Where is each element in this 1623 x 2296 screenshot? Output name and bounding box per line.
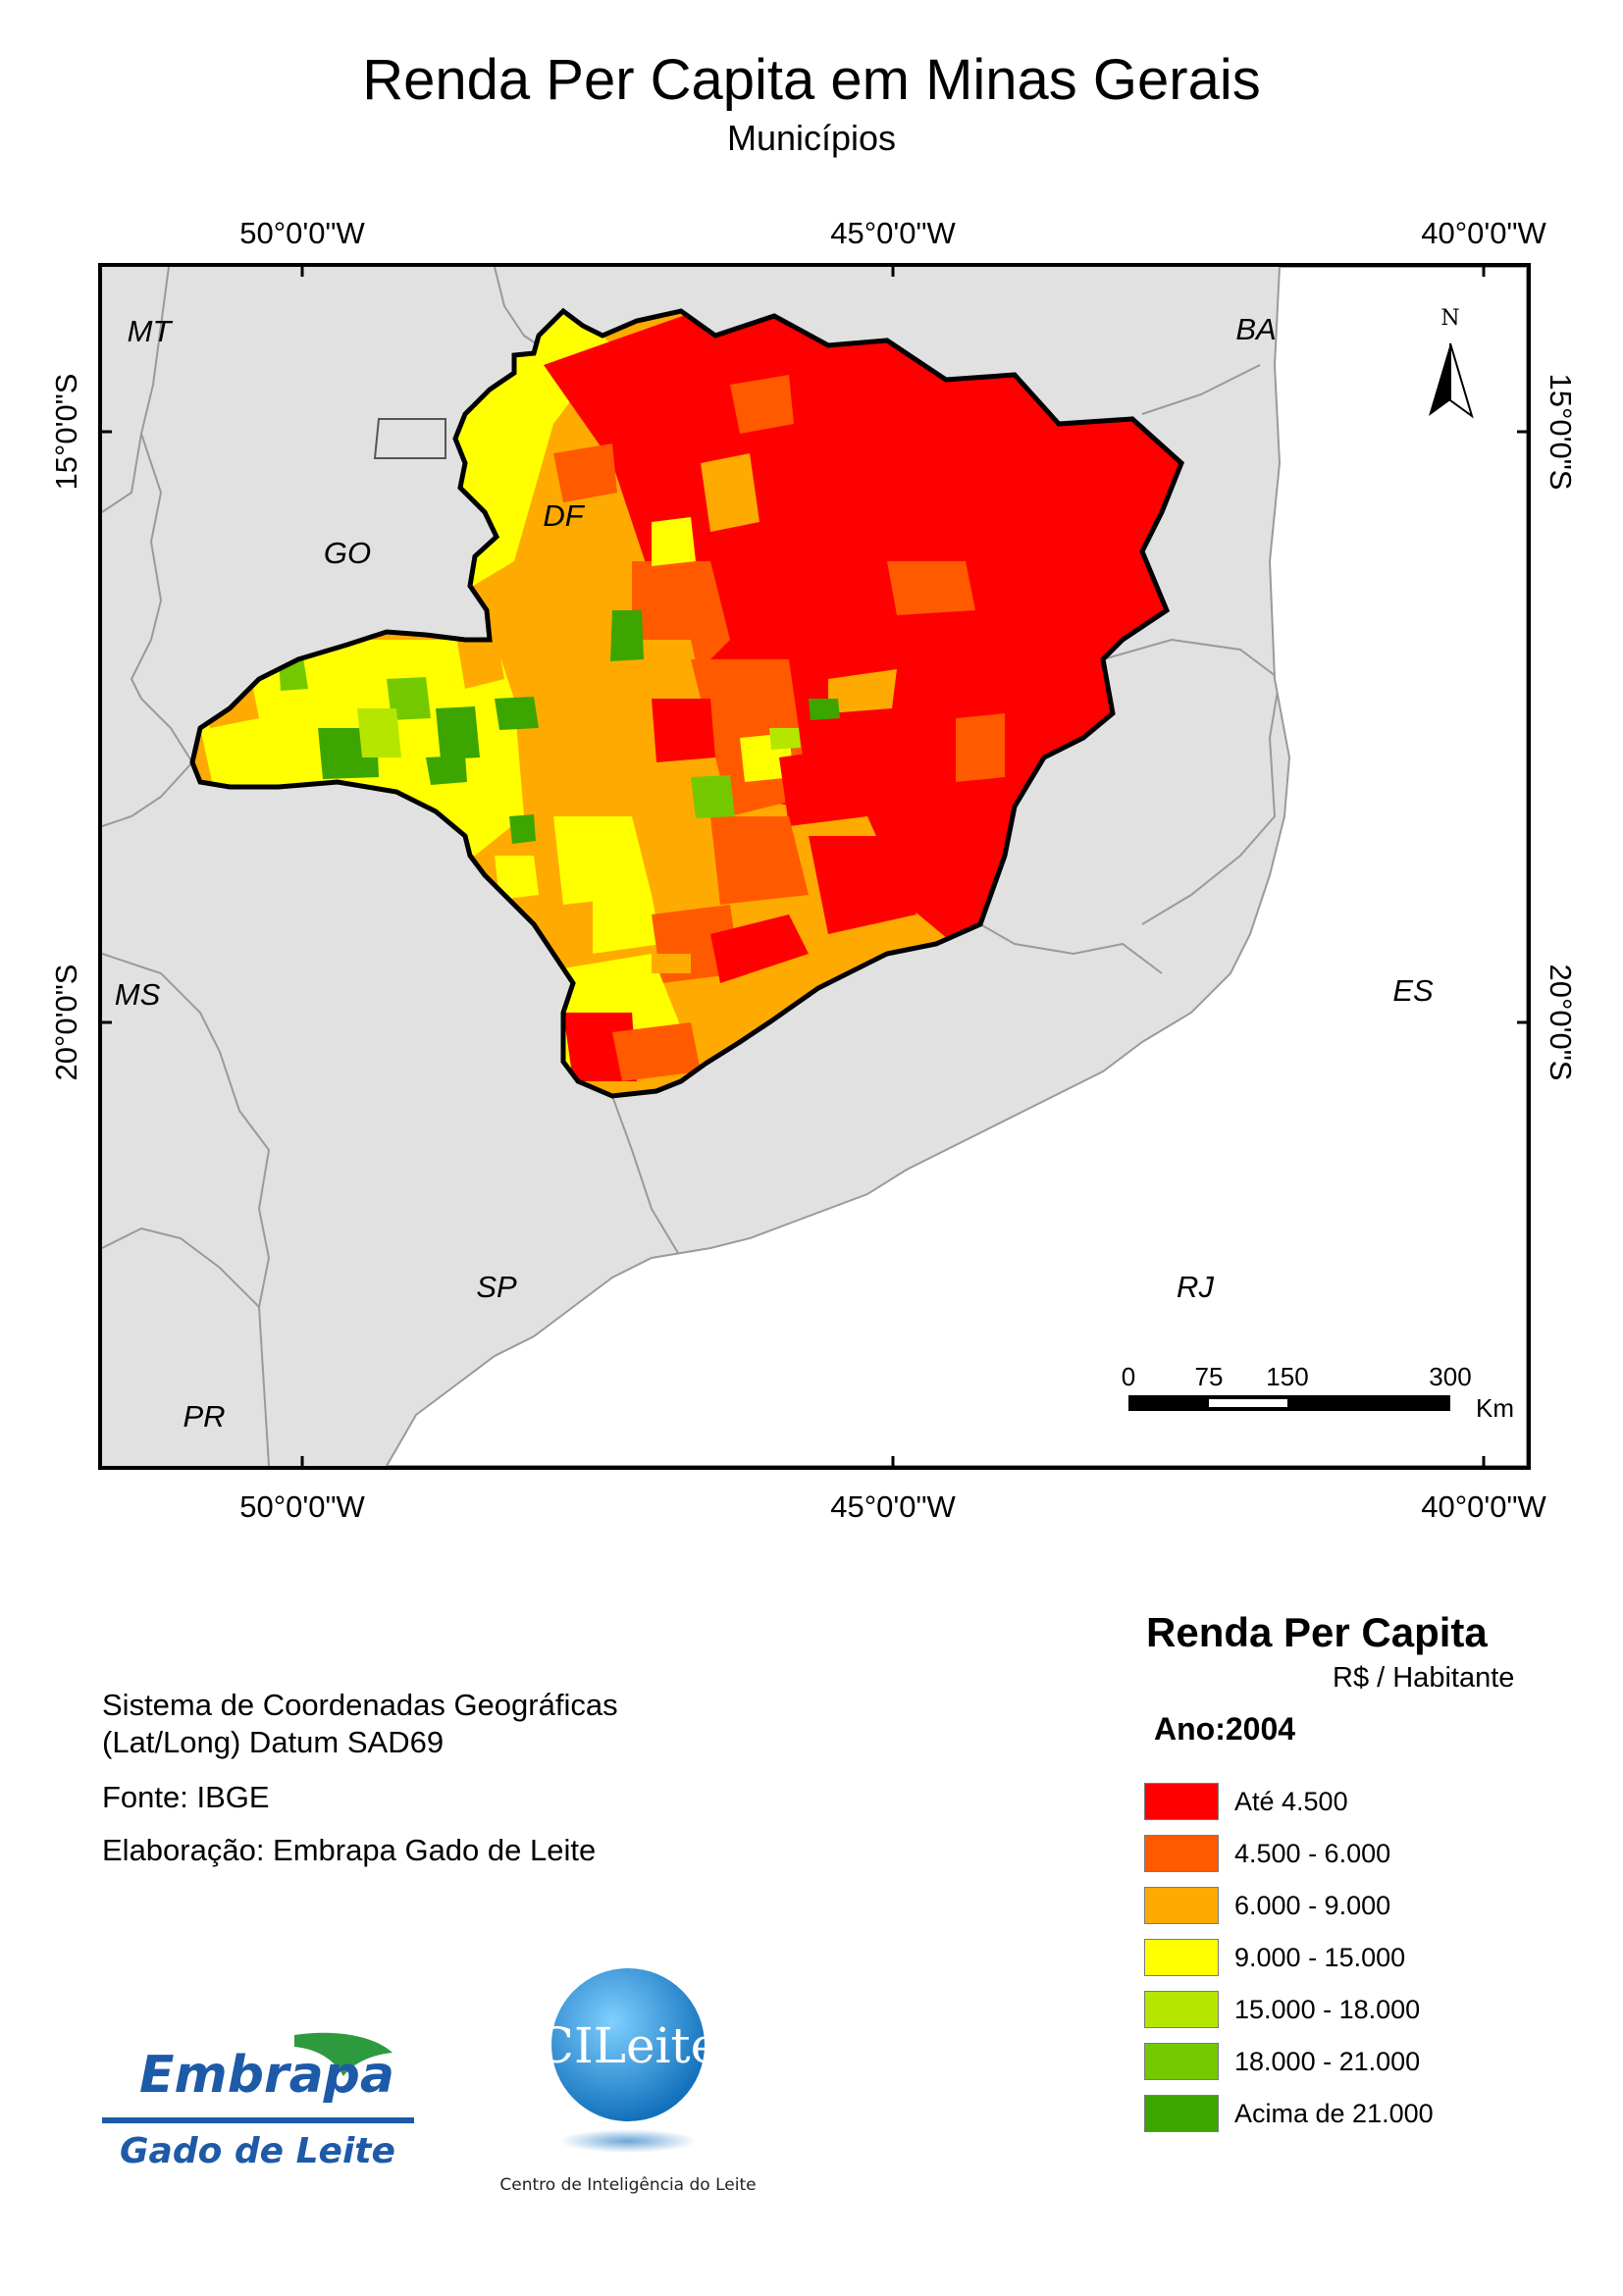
legend-swatch [1144,1887,1219,1924]
legend-swatch [1144,1835,1219,1872]
legend-label: 9.000 - 15.000 [1234,1942,1406,1972]
legend-label: Até 4.500 [1234,1786,1348,1816]
map-title: Renda Per Capita em Minas Gerais [362,48,1261,112]
author-text: Elaboração: Embrapa Gado de Leite [102,1833,597,1867]
latitude-label-right-20s: 20°0'0"S [1544,964,1578,1081]
legend-year: Ano:2004 [1154,1711,1296,1747]
scale-bar [1128,1395,1450,1411]
crs-line1: Sistema de Coordenadas Geográficas [102,1688,618,1722]
legend-swatch [1144,2095,1219,2132]
latitude-label-left-20s: 20°0'0"S [49,964,83,1081]
legend-swatch [1144,1783,1219,1820]
state-label-go: GO [323,536,372,570]
scale-tick-300: 300 [1429,1361,1472,1391]
embrapa-logo: Embrapa Gado de Leite [98,2029,432,2176]
state-label-rj: RJ [1177,1270,1214,1304]
legend-swatch [1144,1939,1219,1976]
ocean [385,267,1527,1466]
legend-label: 15.000 - 18.000 [1234,1994,1421,2024]
map-subtitle: Municípios [726,118,897,158]
state-label-pr: PR [183,1399,226,1434]
north-arrow-label: N [1440,306,1460,331]
legend-swatch [1144,2043,1219,2080]
legend-item: 15.000 - 18.000 [1144,1990,1420,2029]
legend-unit: R$ / Habitante [1333,1662,1515,1694]
cileite-logo: CILeite Centro de Inteligência do Leite [491,1966,765,2202]
state-label-mt: MT [127,314,172,348]
map-frame: MT BA GO DF MS ES SP RJ PR N 0 75 150 30… [98,263,1531,1470]
cileite-subtitle: Centro de Inteligência do Leite [499,2175,756,2195]
longitude-label-bottom-50w: 50°0'0"W [239,1489,365,1524]
embrapa-wordmark: Embrapa [139,2046,394,2105]
longitude-label-bottom-40w: 40°0'0"W [1421,1489,1546,1524]
source-text: Fonte: IBGE [102,1780,270,1814]
north-arrow-icon [1429,342,1474,419]
state-label-es: ES [1392,973,1434,1008]
legend-item: 4.500 - 6.000 [1144,1834,1390,1873]
legend-item: 9.000 - 15.000 [1144,1938,1405,1977]
longitude-label-top-40w: 40°0'0"W [1421,216,1546,250]
cileite-wordmark: CILeite [537,2017,719,2074]
embrapa-subtitle: Gado de Leite [120,2131,395,2171]
legend-item: Acima de 21.000 [1144,2094,1434,2133]
latitude-label-left-15s: 15°0'0"S [49,373,83,491]
scale-tick-0: 0 [1121,1361,1136,1391]
scale-tick-150: 150 [1266,1361,1309,1391]
df-boundary [373,418,446,459]
state-label-ms: MS [114,977,161,1012]
legend-item: 18.000 - 21.000 [1144,2042,1420,2081]
legend-title: Renda Per Capita [1146,1609,1488,1655]
legend-swatch [1144,1991,1219,2028]
legend-item: Até 4.500 [1144,1782,1348,1821]
crs-line2: (Lat/Long) Datum SAD69 [102,1725,445,1759]
state-label-sp: SP [476,1270,517,1304]
state-label-ba: BA [1235,312,1277,346]
longitude-label-top-50w: 50°0'0"W [239,216,365,250]
latitude-label-right-15s: 15°0'0"S [1544,373,1578,491]
legend-label: Acima de 21.000 [1234,2098,1434,2128]
longitude-label-top-45w: 45°0'0"W [830,216,956,250]
scale-tick-75: 75 [1194,1361,1224,1391]
legend-item: 6.000 - 9.000 [1144,1886,1390,1925]
legend-label: 18.000 - 21.000 [1234,2046,1421,2076]
legend-label: 4.500 - 6.000 [1234,1838,1391,1868]
longitude-label-bottom-45w: 45°0'0"W [830,1489,956,1524]
minas-gerais-outline [189,307,1184,1099]
map-canvas [102,267,1527,1466]
legend-label: 6.000 - 9.000 [1234,1890,1391,1920]
state-label-df: DF [543,498,584,533]
graticule-ticks [102,267,1527,1466]
scale-unit: Km [1476,1393,1514,1423]
